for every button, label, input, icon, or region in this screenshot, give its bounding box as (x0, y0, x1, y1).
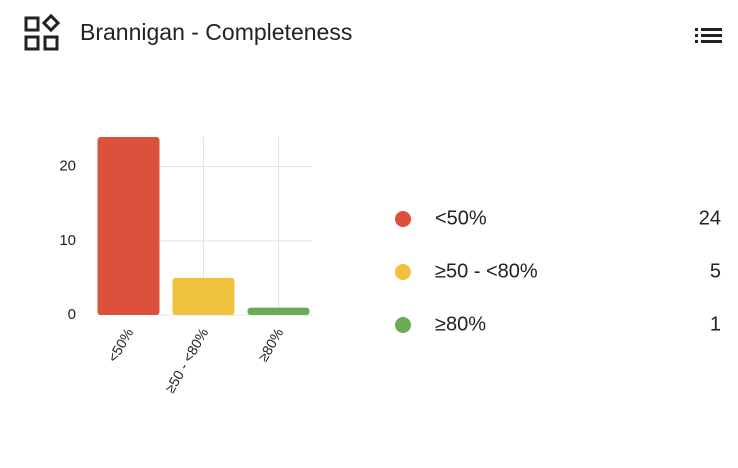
y-tick-label: 20 (59, 158, 76, 175)
y-tick-label: 0 (68, 306, 76, 323)
chart-title: Brannigan - Completeness (80, 19, 352, 45)
legend-label: <50% (435, 207, 487, 229)
x-tick-label: <50% (104, 325, 136, 364)
legend-marker (395, 317, 411, 333)
widget-icon (24, 13, 61, 51)
legend-value: 1 (710, 313, 721, 335)
bar (172, 277, 235, 315)
x-tick-label: ≥50 - <80% (161, 325, 211, 395)
bar (97, 137, 160, 315)
x-tick-label: ≥80% (255, 325, 287, 364)
bar (247, 307, 310, 315)
legend-marker (395, 264, 411, 280)
legend-marker (395, 211, 411, 227)
legend-label: ≥80% (435, 313, 486, 335)
legend-value: 24 (699, 207, 721, 229)
menu-button[interactable] (695, 28, 722, 43)
legend-value: 5 (710, 260, 721, 282)
legend-label: ≥50 - <80% (435, 260, 538, 282)
y-tick-label: 10 (59, 232, 76, 249)
